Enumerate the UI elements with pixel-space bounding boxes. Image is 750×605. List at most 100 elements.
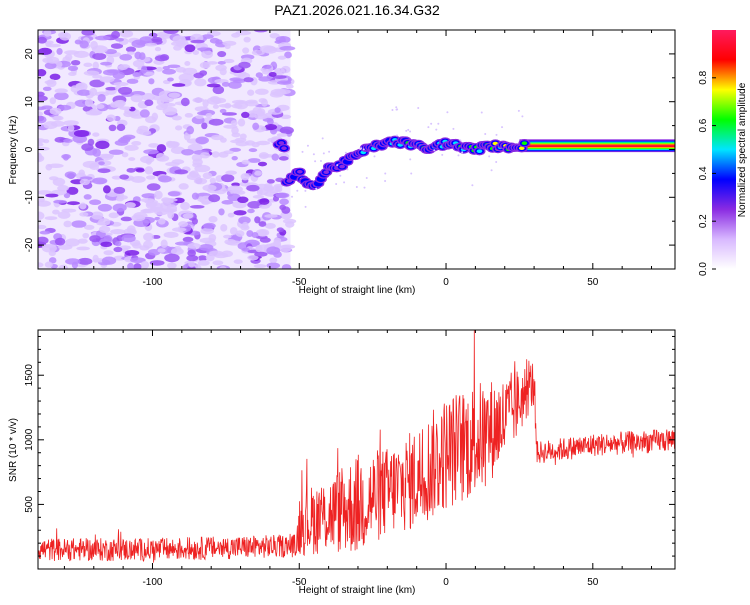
noise-blob [92,52,107,61]
noise-dot [314,160,317,163]
noise-blob [49,73,61,81]
noise-blob [97,94,106,102]
noise-blob [274,67,286,76]
noise-blob [65,238,80,247]
noise-blob [170,247,184,255]
noise-blob [205,113,213,118]
noise-blob [227,185,243,193]
noise-blob [209,177,216,184]
noise-blob [38,262,44,268]
noise-blob [187,249,196,257]
snr-series-line [38,330,675,563]
noise-blob [220,224,228,232]
noise-blob [92,148,101,157]
noise-blob [84,98,94,108]
noise-blob [167,77,174,82]
noise-blob [184,112,193,118]
noise-blob [134,51,142,60]
noise-blob [255,72,263,79]
noise-blob [103,250,114,256]
noise-blob [258,98,267,103]
noise-blob [184,44,196,53]
noise-blob [126,167,136,173]
noise-blob [44,62,57,70]
noise-blob [202,99,209,108]
noise-blob [83,194,92,200]
noise-blob [158,175,172,183]
noise-blob [194,78,207,87]
noise-blob [46,79,57,88]
snr-y-tick-label: 1000 [24,428,35,451]
noise-dot [484,132,487,135]
noise-blob [278,156,289,161]
noise-blob [186,254,199,262]
noise-blob [255,140,271,146]
noise-blob [63,220,72,228]
noise-dot [517,109,520,112]
noise-blob [192,158,203,166]
noise-blob [268,72,277,77]
noise-dot [362,148,365,151]
noise-blob [285,221,295,228]
colorbar-tick-label: 0.2 [698,214,709,228]
noise-blob [115,241,122,247]
noise-blob [145,175,156,180]
noise-blob [63,120,79,126]
noise-blob [49,107,62,115]
noise-blob [92,132,100,137]
noise-blob [156,144,167,153]
noise-blob [130,175,146,183]
snr-panel: -100 -50 0 50 500 1000 1500 Height of straigh… [8,329,676,596]
noise-blob [132,242,142,249]
noise-blob [38,106,47,111]
noise-dot [373,155,376,158]
noise-blob [44,261,53,268]
noise-dot [501,126,504,129]
noise-blob [224,238,237,245]
noise-blob [217,60,226,65]
noise-blob [279,198,289,205]
noise-blob [162,68,176,75]
noise-dot [409,130,412,133]
noise-blob [230,120,238,126]
noise-blob [259,237,271,243]
signal-band-stripe [519,150,675,153]
noise-blob [103,185,111,194]
noise-dot [471,184,474,187]
noise-blob [195,136,209,145]
signal-band-stripe [519,146,675,148]
noise-blob [286,84,294,89]
noise-blob [141,92,156,101]
noise-blob [94,91,110,97]
snr-x-tick-label: 0 [443,577,449,588]
noise-blob [63,138,73,143]
noise-blob [276,133,288,137]
noise-blob [171,83,186,87]
noise-blob [52,115,64,121]
colorbar-ticks: 0.0 0.2 0.4 0.6 0.8 [698,70,716,276]
noise-blob [121,152,129,158]
noise-blob [253,264,267,269]
noise-blob [241,221,249,230]
signal-blob-core [518,146,525,151]
noise-blob [120,216,133,222]
noise-blob [257,161,268,167]
noise-dot [495,133,498,136]
noise-blob [83,62,93,68]
noise-blob [143,232,154,242]
noise-dot [452,127,455,130]
noise-blob [52,177,66,187]
noise-blob [124,250,140,256]
signal-band-stripe [519,139,675,141]
noise-dot [490,169,493,172]
noise-blob [274,107,281,113]
noise-blob [126,78,139,84]
colorbar-tick-label: 0.8 [698,70,709,84]
noise-blob [101,256,117,265]
noise-blob [85,110,102,116]
noise-blob [56,47,63,55]
noise-blob [43,30,52,37]
noise-blob [148,143,160,148]
noise-blob [98,218,111,226]
noise-dot [346,168,349,171]
